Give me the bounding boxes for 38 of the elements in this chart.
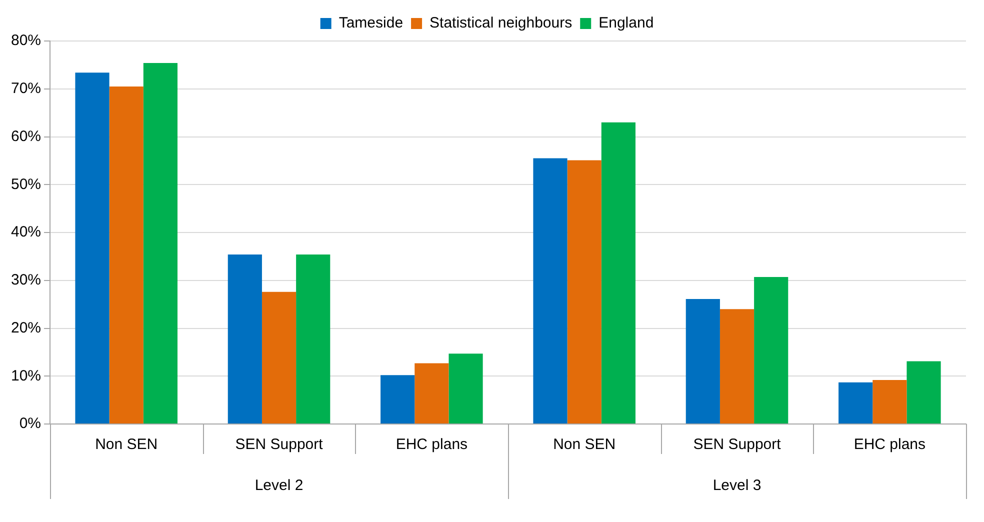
y-tick-label: 50% <box>10 176 42 193</box>
bar <box>143 63 178 424</box>
y-tick-label: 60% <box>10 128 42 145</box>
bar <box>228 254 262 424</box>
bar <box>754 277 788 424</box>
x-tick-label: SEN Support <box>693 436 782 454</box>
y-tick-label: 40% <box>10 224 42 241</box>
bar <box>601 122 636 424</box>
x-tick-label: EHC plans <box>396 436 468 454</box>
x-tick-label: Non SEN <box>553 436 616 454</box>
y-tick-label: 10% <box>10 367 42 384</box>
bar <box>567 160 602 424</box>
y-tick-label: 20% <box>10 319 42 336</box>
bar <box>720 309 754 424</box>
bar <box>686 299 720 424</box>
bar <box>75 72 110 424</box>
y-tick-label: 0% <box>19 415 42 432</box>
text: Level 2 <box>254 477 304 494</box>
legend-label: England <box>598 14 654 32</box>
x-tick-label: SEN Support <box>235 436 324 454</box>
x-tick-label: EHC plans <box>854 436 926 454</box>
y-tick-label: 80% <box>10 32 42 50</box>
bar <box>906 361 941 424</box>
y-tick-label: 70% <box>10 80 42 98</box>
bar <box>296 254 330 424</box>
x-tick-label: Non SEN <box>95 436 158 454</box>
bar <box>448 354 483 424</box>
text: Level 3 <box>712 477 762 494</box>
legend-label: Statistical neighbours <box>430 14 572 32</box>
bar <box>533 158 568 424</box>
bar <box>838 382 873 424</box>
bar <box>262 292 296 424</box>
bar <box>380 375 415 424</box>
bar <box>414 363 449 424</box>
bar <box>109 86 144 424</box>
bar <box>872 380 907 424</box>
y-tick-label: 30% <box>10 272 42 289</box>
legend-label: Tameside <box>338 14 404 32</box>
